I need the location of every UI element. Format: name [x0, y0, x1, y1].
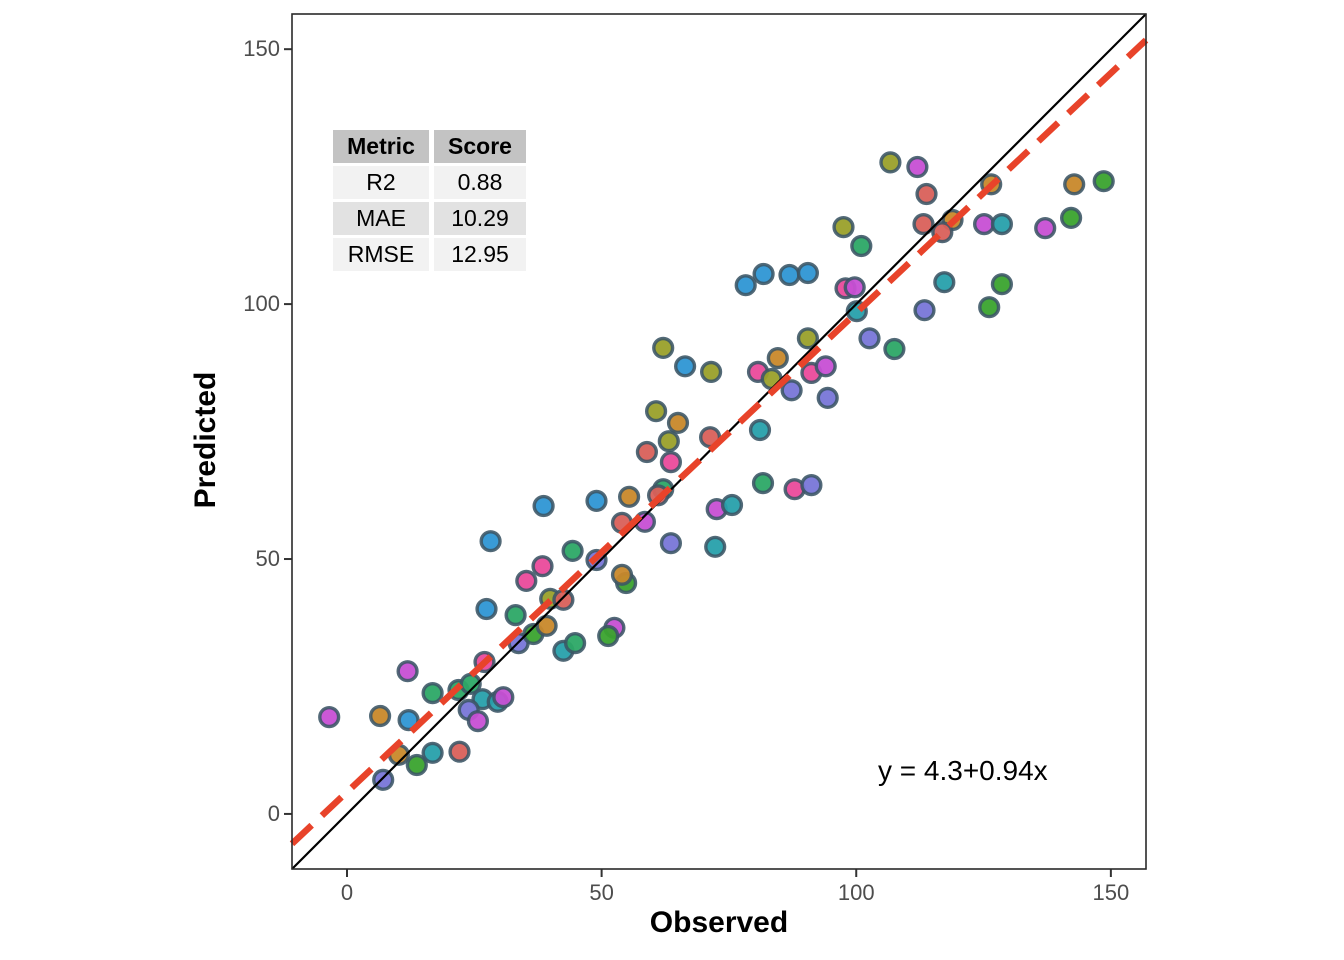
data-point: [972, 213, 996, 236]
data-point: [858, 327, 881, 350]
data-point: [1034, 217, 1057, 240]
data-point: [1059, 206, 1083, 229]
data-point: [585, 489, 608, 512]
data-point: [552, 588, 575, 611]
y-tick-label: 150: [243, 36, 280, 62]
data-point: [644, 400, 668, 423]
data-point: [657, 430, 680, 453]
data-point: [532, 494, 555, 518]
data-point: [800, 474, 823, 497]
data-point: [879, 151, 902, 174]
data-point: [766, 347, 789, 370]
regression-line: [289, 37, 1149, 847]
x-axis-title: Observed: [649, 906, 789, 939]
data-point: [535, 614, 558, 637]
data-point: [492, 686, 515, 709]
data-point: [466, 709, 489, 733]
data-point: [617, 485, 641, 508]
metric-value: 10.29: [434, 202, 526, 235]
data-point: [933, 271, 956, 294]
metrics-table: Metric Score R2 0.88 MAE 10.29 RMSE 12.9…: [328, 127, 531, 274]
data-point: [814, 355, 837, 378]
data-point: [405, 753, 428, 777]
data-point: [448, 740, 471, 763]
data-point: [563, 631, 587, 655]
metrics-header-score: Score: [434, 130, 526, 163]
data-point: [796, 261, 819, 285]
data-point: [778, 263, 801, 287]
y-tick-label: 0: [267, 800, 280, 826]
data-point: [796, 327, 819, 350]
data-point: [673, 355, 697, 378]
data-point: [666, 411, 690, 434]
data-point: [635, 440, 658, 464]
metric-value: 0.88: [434, 166, 526, 199]
data-point: [780, 379, 803, 402]
metrics-row-r2: R2 0.88: [333, 166, 526, 199]
data-point: [720, 493, 744, 517]
metrics-header-row: Metric Score: [333, 130, 526, 163]
data-point: [561, 539, 584, 562]
y-tick-label: 100: [243, 291, 280, 317]
data-point: [396, 660, 419, 683]
regression-equation-label: y = 4.3+0.94x: [878, 755, 1048, 786]
data-point: [397, 708, 420, 732]
data-point: [990, 213, 1013, 236]
metric-value: 12.95: [434, 238, 526, 271]
data-point: [913, 299, 936, 322]
data-point: [475, 597, 498, 621]
data-point: [832, 216, 855, 239]
metric-name: RMSE: [333, 238, 429, 271]
data-point: [752, 262, 775, 286]
data-point: [850, 234, 873, 258]
data-point: [816, 386, 839, 409]
data-point: [915, 182, 938, 206]
x-tick-label: 0: [340, 880, 354, 905]
data-point: [318, 705, 341, 729]
data-point: [906, 155, 929, 179]
x-tick-label: 50: [589, 880, 614, 905]
data-point: [479, 530, 502, 553]
data-point: [369, 704, 392, 728]
data-point: [659, 532, 682, 555]
metrics-row-rmse: RMSE 12.95: [333, 238, 526, 271]
data-point: [912, 213, 935, 236]
data-point: [1063, 173, 1086, 196]
metrics-row-mae: MAE 10.29: [333, 202, 526, 235]
data-point: [699, 360, 723, 383]
data-point: [652, 336, 675, 359]
y-axis-title: Predicted: [189, 371, 222, 509]
y-tick-label: 50: [255, 546, 280, 572]
metric-name: R2: [333, 166, 429, 199]
data-point: [504, 603, 527, 627]
data-point: [597, 624, 620, 648]
data-point: [1092, 170, 1115, 193]
metric-name: MAE: [333, 202, 429, 235]
data-point: [515, 569, 538, 592]
data-point: [421, 681, 444, 705]
data-point: [843, 276, 866, 299]
data-point: [372, 768, 395, 791]
data-point: [990, 273, 1013, 296]
data-point: [751, 472, 775, 495]
data-point: [531, 555, 554, 578]
data-point: [659, 451, 682, 474]
panel-border: [291, 13, 1147, 870]
data-point: [883, 337, 906, 361]
x-tick-label: 100: [837, 880, 875, 905]
data-point: [734, 274, 757, 297]
data-point: [704, 535, 727, 558]
x-tick-label: 150: [1092, 880, 1130, 905]
metrics-header-metric: Metric: [333, 130, 429, 163]
data-point: [610, 563, 634, 586]
data-point: [978, 296, 1001, 319]
data-point: [421, 741, 444, 764]
data-point: [748, 418, 772, 442]
